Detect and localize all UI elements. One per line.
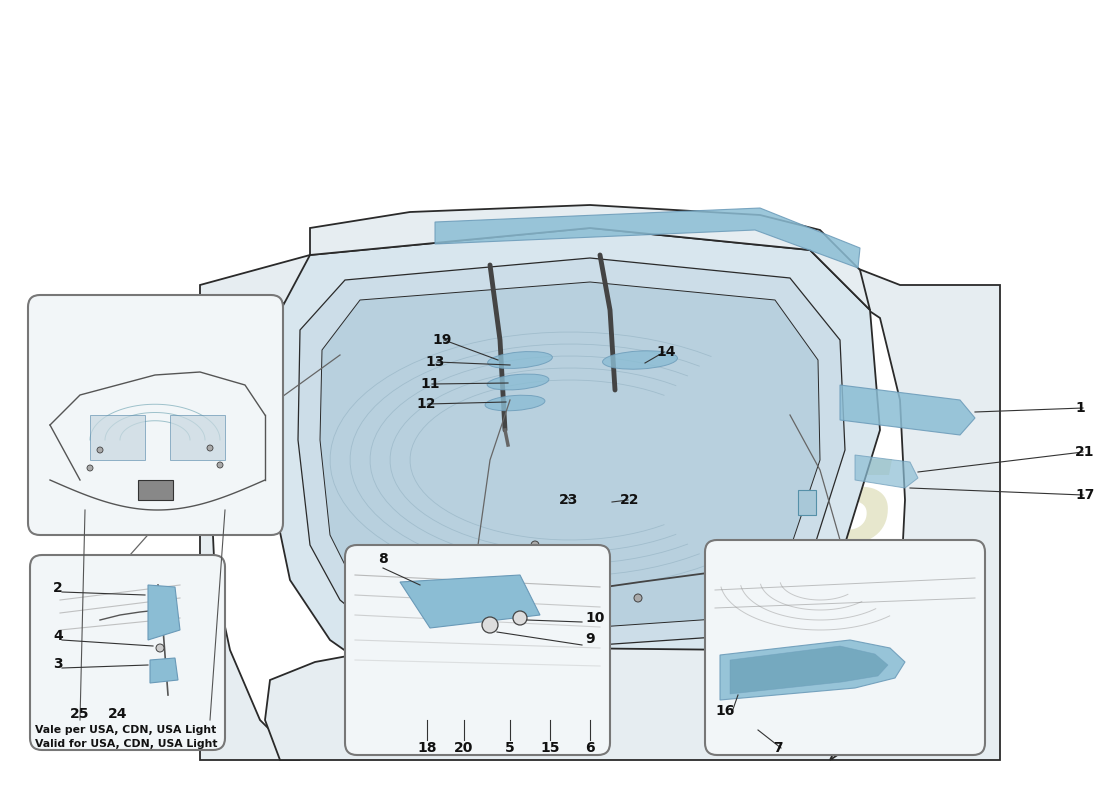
Polygon shape <box>855 455 918 488</box>
FancyBboxPatch shape <box>705 540 984 755</box>
Polygon shape <box>400 575 540 628</box>
Circle shape <box>513 611 527 625</box>
Circle shape <box>97 447 103 453</box>
Bar <box>90 415 145 460</box>
FancyBboxPatch shape <box>345 545 610 755</box>
Circle shape <box>531 541 539 549</box>
Polygon shape <box>265 228 880 685</box>
Polygon shape <box>298 258 845 648</box>
Text: 7: 7 <box>773 741 782 755</box>
Text: 22: 22 <box>620 493 639 507</box>
Text: since: since <box>623 384 777 436</box>
Text: 20: 20 <box>454 741 474 755</box>
Text: 9: 9 <box>585 632 595 646</box>
Polygon shape <box>310 205 870 310</box>
Circle shape <box>156 644 164 652</box>
Circle shape <box>554 554 562 562</box>
Text: 21: 21 <box>1075 445 1094 459</box>
Ellipse shape <box>485 395 544 410</box>
Text: Passion: Passion <box>506 295 814 365</box>
Text: 12: 12 <box>417 397 436 411</box>
Text: 24: 24 <box>108 707 128 721</box>
Text: 25: 25 <box>70 707 89 721</box>
Circle shape <box>217 462 223 468</box>
Circle shape <box>207 445 213 451</box>
Ellipse shape <box>487 374 549 390</box>
Text: 10: 10 <box>585 611 604 625</box>
Bar <box>798 490 816 515</box>
Text: 11: 11 <box>420 377 440 391</box>
Polygon shape <box>200 240 430 760</box>
Bar <box>138 480 173 500</box>
Polygon shape <box>434 208 860 268</box>
Circle shape <box>87 465 94 471</box>
FancyBboxPatch shape <box>30 555 225 750</box>
Text: Valid for USA, CDN, USA Light: Valid for USA, CDN, USA Light <box>35 739 218 749</box>
Polygon shape <box>148 585 180 640</box>
Ellipse shape <box>487 351 552 369</box>
Polygon shape <box>150 658 178 683</box>
Circle shape <box>706 574 714 582</box>
Circle shape <box>588 606 596 614</box>
Ellipse shape <box>603 351 678 369</box>
Text: 4: 4 <box>53 629 63 643</box>
Text: 17: 17 <box>1075 488 1094 502</box>
Text: 6: 6 <box>585 741 595 755</box>
Text: 19: 19 <box>432 333 452 347</box>
Text: 1: 1 <box>1075 401 1085 415</box>
Text: 5: 5 <box>505 741 515 755</box>
FancyBboxPatch shape <box>28 295 283 535</box>
Polygon shape <box>730 646 888 694</box>
Polygon shape <box>840 385 975 435</box>
Polygon shape <box>720 238 1000 760</box>
Text: 18: 18 <box>417 741 437 755</box>
Text: 8: 8 <box>378 552 387 566</box>
Polygon shape <box>320 282 820 630</box>
Text: 3: 3 <box>53 657 63 671</box>
Polygon shape <box>720 640 905 700</box>
Text: 1985: 1985 <box>582 454 899 566</box>
Text: 16: 16 <box>715 704 735 718</box>
Circle shape <box>482 617 498 633</box>
Text: 13: 13 <box>426 355 446 369</box>
Bar <box>520 570 540 586</box>
Text: 15: 15 <box>540 741 560 755</box>
Text: 2: 2 <box>53 581 63 595</box>
Text: Vale per USA, CDN, USA Light: Vale per USA, CDN, USA Light <box>35 725 217 735</box>
Text: 14: 14 <box>656 345 675 359</box>
Bar <box>170 415 226 460</box>
Text: 23: 23 <box>559 493 578 507</box>
Circle shape <box>634 594 642 602</box>
Polygon shape <box>265 648 850 760</box>
Bar <box>535 580 563 602</box>
